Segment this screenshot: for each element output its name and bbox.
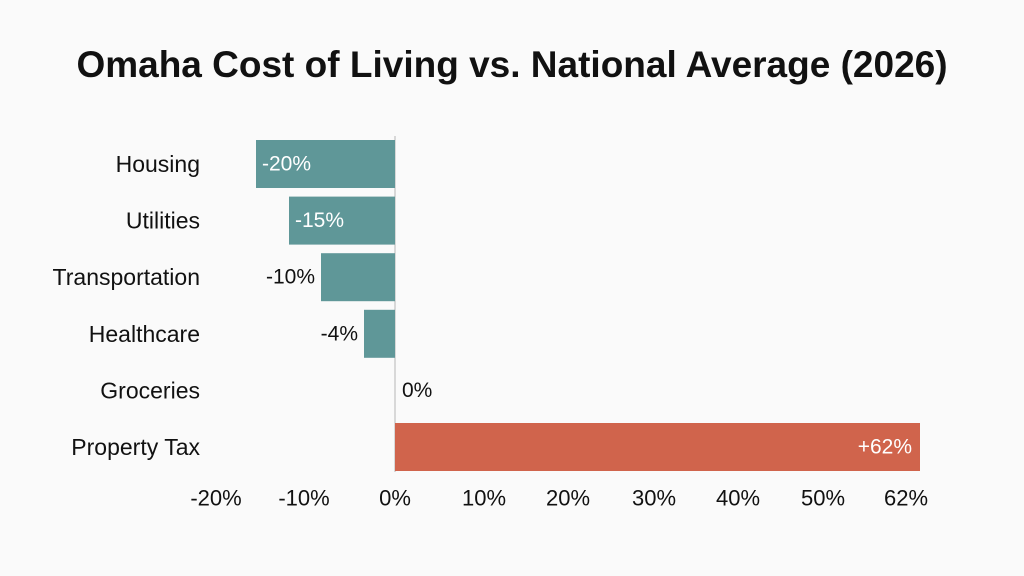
data-label: -4%	[321, 322, 358, 345]
category-label: Housing	[116, 151, 200, 177]
x-tick-label: 50%	[801, 486, 845, 511]
bar	[364, 309, 395, 358]
bar	[395, 423, 920, 471]
x-tick-label: 40%	[716, 486, 760, 511]
x-tick-label: -10%	[278, 486, 329, 511]
data-label: -20%	[262, 153, 311, 176]
category-label: Utilities	[126, 208, 200, 234]
x-tick-label: 20%	[546, 486, 590, 511]
bar	[289, 196, 395, 245]
category-label: Groceries	[100, 377, 200, 403]
x-tick-label: 30%	[632, 486, 676, 511]
category-label: Transportation	[53, 264, 200, 290]
x-tick-label: 0%	[379, 486, 411, 511]
data-label: 0%	[402, 379, 432, 402]
bar	[256, 140, 395, 188]
x-tick-label: -20%	[190, 486, 241, 511]
data-label: -10%	[266, 266, 315, 289]
category-label: Healthcare	[89, 321, 200, 347]
chart-title: Omaha Cost of Living vs. National Averag…	[76, 44, 948, 85]
bar	[321, 253, 395, 302]
x-tick-label: 62%	[884, 486, 928, 511]
data-label: -15%	[295, 209, 344, 232]
x-tick-label: 10%	[462, 486, 506, 511]
data-label: +62%	[858, 436, 912, 459]
category-label: Property Tax	[71, 434, 200, 460]
